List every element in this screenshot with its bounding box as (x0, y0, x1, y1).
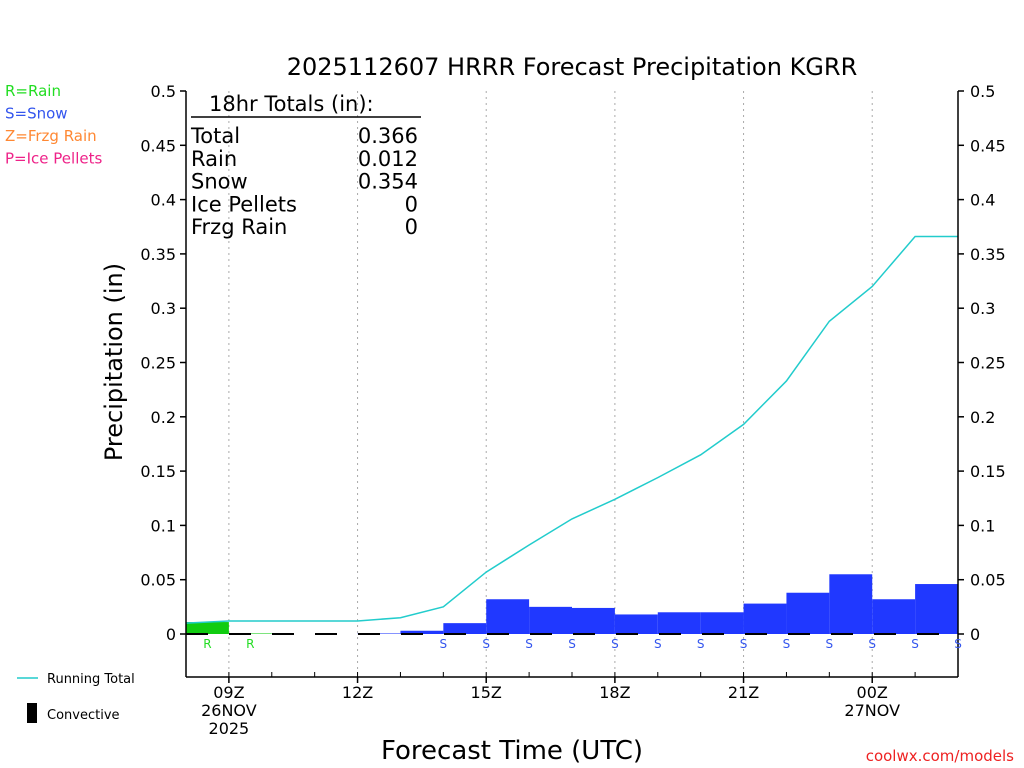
y-tick-label-left: 0.3 (151, 299, 176, 318)
precip-bar (186, 622, 229, 634)
totals-row-label: Snow (191, 170, 248, 194)
y-tick-label-left: 0.05 (140, 571, 176, 590)
totals-row-value: 0 (405, 192, 418, 216)
ptype-marker: S (440, 637, 448, 651)
precip-bar (915, 584, 958, 634)
y-tick-label-right: 0.4 (970, 191, 995, 210)
running-total-line (185, 235, 958, 624)
ptype-legend-entry: S=Snow (5, 105, 68, 123)
precip-bar (443, 623, 487, 634)
y-tick-label-left: 0.35 (140, 245, 176, 264)
precip-bar (700, 612, 744, 634)
x-tick-label: 00Z (857, 683, 888, 702)
x-tick-label: 2025 (209, 719, 250, 738)
y-tick-label-right: 0.3 (970, 299, 995, 318)
ptype-marker: S (482, 637, 490, 651)
x-tick-label: 26NOV (201, 701, 257, 720)
convective-legend-label: Convective (47, 708, 120, 723)
y-tick-label-left: 0.15 (140, 462, 176, 481)
y-tick-label-right: 0.15 (970, 462, 1006, 481)
ptype-marker: S (868, 637, 876, 651)
totals-row-value: 0 (405, 215, 418, 239)
x-tick-label: 18Z (599, 683, 630, 702)
ptype-marker: S (697, 637, 705, 651)
chart-title: 2025112607 HRRR Forecast Precipitation K… (287, 53, 858, 81)
precip-bar (400, 630, 444, 634)
totals-row-label: Ice Pellets (191, 192, 297, 216)
y-tick-label-right: 0.5 (970, 82, 995, 101)
ptype-marker: S (654, 637, 662, 651)
x-axis-label: Forecast Time (UTC) (381, 736, 643, 766)
ptype-marker: R (246, 637, 254, 651)
totals-row-value: 0.012 (358, 147, 418, 171)
y-tick-label-left: 0.1 (151, 516, 176, 535)
ptype-marker: S (611, 637, 619, 651)
ptype-marker: S (826, 637, 834, 651)
y-tick-label-right: 0.35 (970, 245, 1006, 264)
x-tick-label: 21Z (728, 683, 759, 702)
totals-row-value: 0.366 (358, 124, 418, 148)
y-tick-label-left: 0.45 (140, 136, 176, 155)
ptype-legend-entry: R=Rain (5, 82, 61, 100)
ptype-marker: S (783, 637, 791, 651)
y-tick-label-right: 0.45 (970, 136, 1006, 155)
x-tick-label: 12Z (342, 683, 373, 702)
y-tick-label-right: 0.2 (970, 408, 995, 427)
running-total-legend-label: Running Total (47, 672, 135, 687)
totals-row-value: 0.354 (358, 170, 418, 194)
y-tick-label-right: 0.1 (970, 516, 995, 535)
ptype-marker: R (203, 637, 211, 651)
y-tick-label-left: 0.2 (151, 408, 176, 427)
ptype-legend-entry: P=Ice Pellets (5, 150, 102, 168)
x-tick-label: 27NOV (844, 701, 900, 720)
ptype-marker: S (525, 637, 533, 651)
y-tick-label-right: 0.05 (970, 571, 1006, 590)
totals-header: 18hr Totals (in): (209, 92, 374, 116)
precip-bar (829, 574, 873, 634)
precip-bar (529, 606, 572, 634)
precip-bar (872, 599, 916, 634)
totals-row-label: Total (190, 124, 240, 148)
x-tick-label: 15Z (471, 683, 502, 702)
ptype-legend-entry: Z=Frzg Rain (5, 127, 97, 145)
y-axis-label: Precipitation (in) (100, 263, 128, 461)
y-tick-label-left: 0.25 (140, 354, 176, 373)
ptype-marker: S (740, 637, 748, 651)
precip-bar (486, 599, 530, 634)
y-tick-label-left: 0 (166, 625, 176, 644)
precip-bar (743, 603, 787, 634)
y-tick-label-right: 0 (970, 625, 980, 644)
precip-bar (572, 607, 615, 634)
totals-row-label: Rain (191, 147, 237, 171)
credit-text: coolwx.com/models (866, 747, 1014, 765)
ptype-marker: S (911, 637, 919, 651)
y-tick-label-left: 0.4 (151, 191, 176, 210)
y-tick-label-right: 0.25 (970, 354, 1006, 373)
totals-row-label: Frzg Rain (191, 215, 287, 239)
ptype-marker: S (568, 637, 576, 651)
precip-bar (614, 614, 658, 634)
y-tick-label-left: 0.5 (151, 82, 176, 101)
precip-bar (786, 592, 830, 634)
ptype-marker: S (954, 637, 962, 651)
x-tick-label: 09Z (213, 683, 244, 702)
convective-legend-swatch (27, 703, 37, 723)
precip-bar (657, 612, 701, 634)
